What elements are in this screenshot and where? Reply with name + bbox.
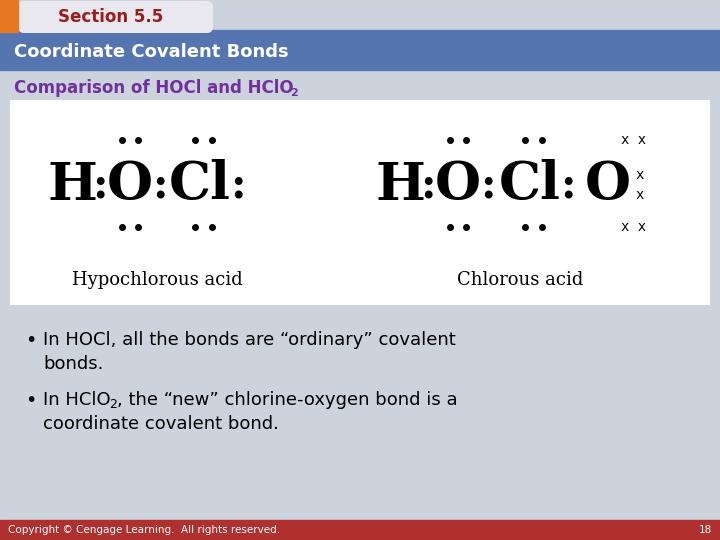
Text: Hypochlorous acid: Hypochlorous acid <box>71 271 243 289</box>
Text: :: : <box>230 164 246 206</box>
Text: :: : <box>480 164 496 206</box>
Text: :: : <box>420 164 436 206</box>
Text: •: • <box>25 330 37 349</box>
Bar <box>10 100 710 305</box>
Text: x x: x x <box>621 133 647 147</box>
Bar <box>0 0 18 32</box>
Text: Section 5.5: Section 5.5 <box>58 8 163 26</box>
Text: Copyright © Cengage Learning.  All rights reserved.: Copyright © Cengage Learning. All rights… <box>8 525 280 535</box>
Text: , the “new” chlorine-oxygen bond is a: , the “new” chlorine-oxygen bond is a <box>117 391 458 409</box>
Text: 18: 18 <box>698 525 712 535</box>
Text: In HOCl, all the bonds are “ordinary” covalent: In HOCl, all the bonds are “ordinary” co… <box>43 331 456 349</box>
Text: Cl: Cl <box>499 159 561 211</box>
Text: O: O <box>585 159 631 211</box>
Text: :: : <box>560 164 576 206</box>
Text: Cl: Cl <box>169 159 231 211</box>
Text: H: H <box>47 159 97 211</box>
Text: 2: 2 <box>290 88 298 98</box>
Text: x: x <box>636 188 644 202</box>
Text: Chlorous acid: Chlorous acid <box>456 271 583 289</box>
Bar <box>0 30 720 70</box>
Text: coordinate covalent bond.: coordinate covalent bond. <box>43 415 279 433</box>
Text: x x: x x <box>621 220 647 234</box>
Text: 2: 2 <box>109 399 117 411</box>
Text: bonds.: bonds. <box>43 355 104 373</box>
Wedge shape <box>195 33 213 51</box>
Text: Comparison of HOCl and HClO: Comparison of HOCl and HClO <box>14 79 294 97</box>
Text: :: : <box>152 164 168 206</box>
Text: x: x <box>636 168 644 182</box>
Text: In HClO: In HClO <box>43 391 111 409</box>
Text: :: : <box>92 164 108 206</box>
Text: •: • <box>25 390 37 409</box>
Bar <box>0 520 720 540</box>
FancyBboxPatch shape <box>18 1 213 33</box>
Text: O: O <box>107 159 153 211</box>
Text: H: H <box>375 159 425 211</box>
Text: O: O <box>435 159 481 211</box>
Text: Coordinate Covalent Bonds: Coordinate Covalent Bonds <box>14 43 289 61</box>
